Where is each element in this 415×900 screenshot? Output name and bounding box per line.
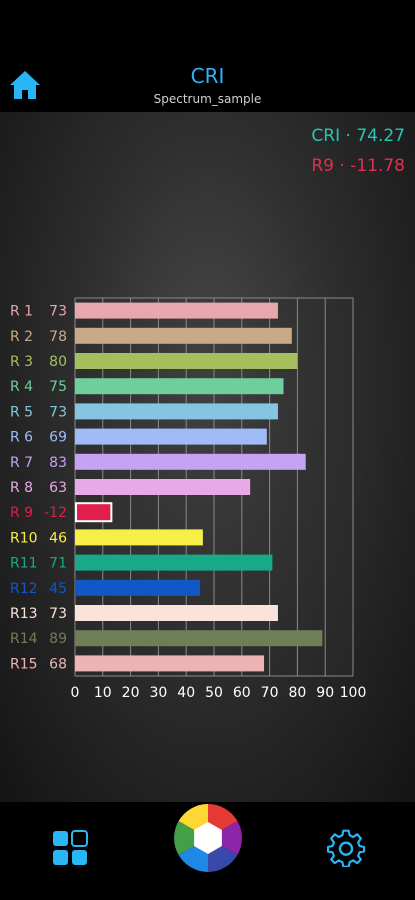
page-subtitle: Spectrum_sample: [153, 92, 262, 106]
home-icon: [10, 71, 40, 99]
cri-value: CRI · 74.27: [311, 126, 405, 146]
value-label: 63: [49, 480, 67, 496]
value-label: 73: [49, 606, 67, 622]
category-label: R11: [10, 556, 38, 572]
value-label: 69: [49, 430, 67, 446]
capture-button[interactable]: [174, 804, 242, 872]
x-tick-label: 90: [316, 685, 334, 701]
bar: [75, 529, 203, 546]
home-button[interactable]: [8, 68, 42, 102]
bar: [75, 327, 292, 344]
x-tick-label: 50: [205, 685, 223, 701]
shutter-icon: [174, 804, 242, 872]
x-tick-label: 40: [177, 685, 195, 701]
bar: [75, 655, 265, 672]
value-label: 83: [49, 455, 67, 471]
category-label: R13: [10, 606, 38, 622]
grid-button[interactable]: [52, 830, 88, 866]
value-label: 89: [49, 631, 67, 647]
x-tick-label: 80: [288, 685, 306, 701]
category-label: R 5: [10, 404, 33, 420]
category-label: R 9: [10, 505, 33, 521]
bar: [75, 579, 201, 596]
category-label: R15: [10, 656, 38, 672]
category-label: R14: [10, 631, 38, 647]
value-label: 46: [49, 530, 67, 546]
grid-icon: [53, 830, 88, 865]
value-label: 73: [49, 304, 67, 320]
value-label: 45: [49, 581, 67, 597]
bar: [75, 378, 284, 395]
category-label: R 3: [10, 354, 33, 370]
category-label: R 8: [10, 480, 33, 496]
bar: [75, 302, 278, 319]
x-tick-label: 10: [94, 685, 112, 701]
x-tick-label: 0: [71, 685, 80, 701]
category-label: R 6: [10, 430, 33, 446]
category-label: R 2: [10, 329, 33, 345]
page-title: CRI: [190, 64, 225, 88]
bar: [75, 403, 278, 420]
x-tick-label: 30: [149, 685, 167, 701]
top-bar: CRI Spectrum_sample: [0, 0, 415, 112]
bar: [77, 504, 111, 521]
value-label: -12: [44, 505, 67, 521]
bar: [75, 453, 306, 470]
x-tick-label: 100: [340, 685, 367, 701]
category-label: R 1: [10, 304, 33, 320]
category-label: R 7: [10, 455, 33, 471]
x-tick-label: 70: [261, 685, 279, 701]
bar: [75, 353, 298, 369]
value-label: 71: [49, 556, 67, 572]
r9-value: R9 · -11.78: [311, 156, 405, 176]
category-label: R12: [10, 581, 38, 597]
settings-button[interactable]: [326, 827, 366, 868]
value-label: 80: [49, 354, 67, 370]
value-label: 78: [49, 329, 67, 345]
bar: [75, 554, 273, 571]
bar: [75, 630, 323, 647]
gear-icon: [326, 829, 366, 868]
bar: [75, 479, 251, 495]
x-tick-label: 60: [233, 685, 251, 701]
value-label: 73: [49, 404, 67, 420]
value-label: 68: [49, 656, 67, 672]
bar: [75, 428, 267, 445]
category-label: R 4: [10, 379, 33, 395]
value-label: 75: [49, 379, 67, 395]
bar: [75, 605, 278, 621]
x-tick-label: 20: [122, 685, 140, 701]
category-label: R10: [10, 530, 38, 546]
